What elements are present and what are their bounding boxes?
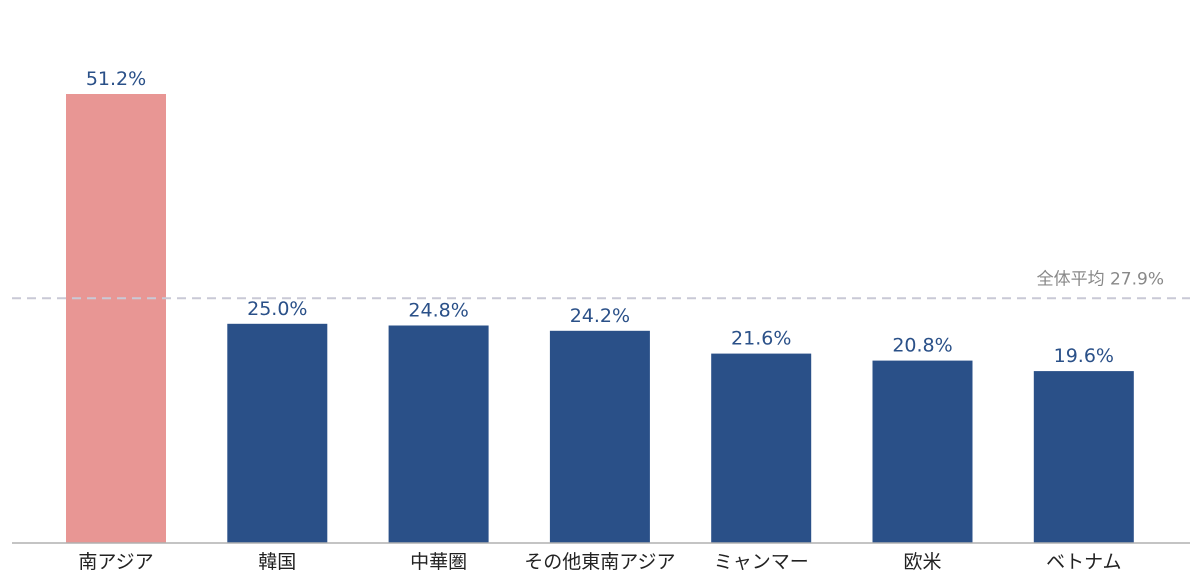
bar-value-label-6: 19.6% [1054,345,1114,367]
bar-6 [1033,371,1134,543]
category-labels-group: 南アジア 韓国 中華圏 その他東南アジア ミャンマー 欧米 ベトナム [78,551,1121,573]
bar-2 [388,325,489,543]
value-labels-group: 51.2% 25.0% 24.8% 24.2% 21.6% 20.8% 19.6% [86,68,1114,367]
bars-group [66,94,1134,544]
bar-value-label-4: 21.6% [731,328,791,350]
bar-value-label-5: 20.8% [892,335,952,357]
category-label-3: その他東南アジア [524,551,675,573]
category-label-5: 欧米 [903,551,941,573]
bar-4 [711,353,812,543]
category-label-1: 韓国 [258,551,296,573]
bar-5 [872,360,973,543]
bar-0 [66,94,166,543]
category-label-0: 南アジア [78,551,153,573]
category-label-6: ベトナム [1046,551,1121,573]
bar-value-label-1: 25.0% [247,298,307,320]
bar-value-label-2: 24.8% [408,300,468,322]
bar-value-label-3: 24.2% [570,305,630,327]
bar-value-label-0: 51.2% [86,68,146,90]
category-label-4: ミャンマー [714,551,809,573]
bar-1 [227,323,328,544]
bar-3 [549,330,650,543]
category-label-2: 中華圏 [410,551,467,573]
average-reference-label: 全体平均 27.9% [1037,269,1164,289]
